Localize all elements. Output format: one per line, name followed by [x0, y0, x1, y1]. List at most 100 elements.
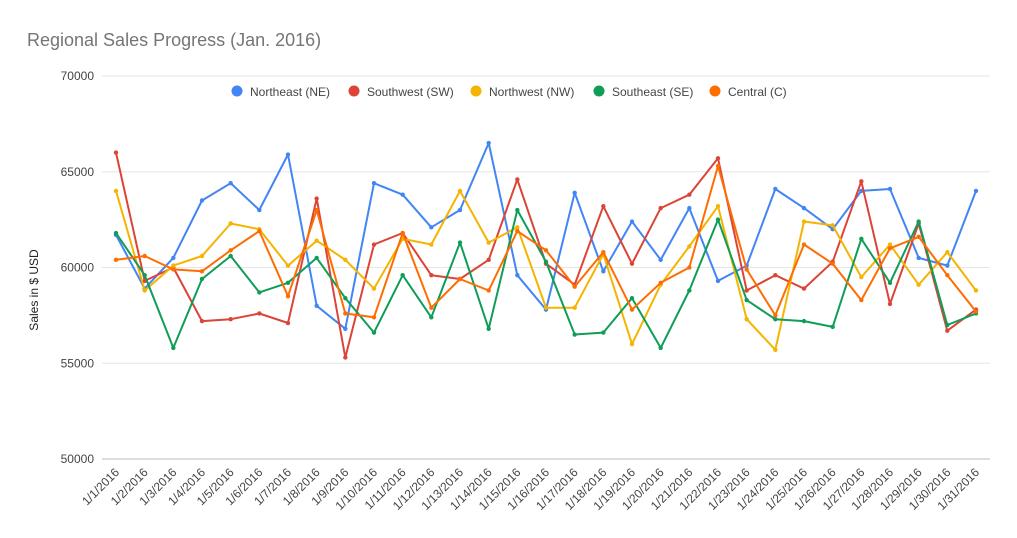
data-point[interactable]: [113, 230, 119, 236]
data-point[interactable]: [658, 345, 663, 351]
data-point[interactable]: [572, 284, 577, 289]
data-point[interactable]: [486, 240, 491, 245]
data-point[interactable]: [228, 248, 233, 253]
data-point[interactable]: [371, 242, 377, 247]
data-point[interactable]: [171, 267, 176, 272]
data-point[interactable]: [199, 318, 205, 324]
data-point[interactable]: [199, 276, 205, 282]
data-point[interactable]: [228, 253, 233, 259]
legend-item[interactable]: Southeast (SE): [593, 85, 694, 99]
data-point[interactable]: [629, 261, 635, 266]
data-point[interactable]: [371, 330, 377, 335]
data-point[interactable]: [343, 326, 348, 331]
data-point[interactable]: [314, 255, 319, 261]
data-point[interactable]: [113, 150, 119, 155]
data-point[interactable]: [687, 192, 692, 197]
data-point[interactable]: [314, 303, 319, 308]
legend-item[interactable]: Northwest (NW): [470, 85, 575, 99]
data-point[interactable]: [801, 318, 807, 324]
data-point[interactable]: [543, 259, 549, 264]
data-point[interactable]: [801, 242, 807, 247]
data-point[interactable]: [916, 282, 921, 287]
data-point[interactable]: [715, 163, 721, 169]
legend-item[interactable]: Southwest (SW): [348, 85, 454, 99]
data-point[interactable]: [543, 305, 549, 310]
data-point[interactable]: [715, 217, 721, 222]
data-point[interactable]: [658, 257, 663, 263]
data-point[interactable]: [515, 225, 520, 230]
data-point[interactable]: [572, 190, 577, 196]
data-point[interactable]: [715, 156, 721, 161]
data-point[interactable]: [916, 234, 921, 240]
data-point[interactable]: [744, 297, 749, 303]
data-point[interactable]: [113, 257, 119, 263]
data-point[interactable]: [515, 207, 520, 213]
data-point[interactable]: [515, 177, 520, 182]
data-point[interactable]: [629, 307, 635, 312]
data-point[interactable]: [257, 311, 262, 316]
data-point[interactable]: [429, 272, 434, 278]
data-point[interactable]: [515, 272, 520, 278]
data-point[interactable]: [744, 267, 749, 272]
data-point[interactable]: [515, 228, 520, 234]
data-point[interactable]: [801, 219, 807, 224]
data-point[interactable]: [715, 204, 721, 209]
data-point[interactable]: [285, 152, 291, 157]
data-point[interactable]: [457, 207, 463, 213]
data-point[interactable]: [314, 196, 319, 201]
data-point[interactable]: [400, 192, 405, 197]
data-point[interactable]: [773, 347, 778, 353]
data-point[interactable]: [687, 244, 692, 249]
data-point[interactable]: [973, 309, 979, 314]
data-point[interactable]: [801, 286, 807, 291]
data-point[interactable]: [801, 205, 807, 211]
data-point[interactable]: [916, 219, 921, 224]
data-point[interactable]: [687, 288, 692, 293]
data-point[interactable]: [601, 249, 606, 255]
data-point[interactable]: [199, 269, 205, 274]
data-point[interactable]: [228, 221, 233, 226]
data-point[interactable]: [887, 246, 893, 251]
data-point[interactable]: [343, 257, 348, 263]
data-point[interactable]: [945, 328, 950, 333]
data-point[interactable]: [572, 305, 577, 310]
data-point[interactable]: [601, 330, 606, 335]
data-point[interactable]: [973, 188, 979, 194]
data-point[interactable]: [687, 205, 692, 211]
data-point[interactable]: [429, 305, 434, 310]
data-point[interactable]: [687, 265, 692, 270]
data-point[interactable]: [142, 272, 147, 278]
data-point[interactable]: [285, 320, 291, 326]
data-point[interactable]: [199, 253, 205, 259]
data-point[interactable]: [830, 223, 835, 228]
data-point[interactable]: [285, 263, 291, 268]
data-point[interactable]: [343, 355, 348, 360]
data-point[interactable]: [543, 248, 549, 253]
data-point[interactable]: [572, 332, 577, 337]
data-point[interactable]: [916, 255, 921, 261]
data-point[interactable]: [457, 240, 463, 245]
data-point[interactable]: [945, 322, 950, 328]
data-point[interactable]: [142, 288, 147, 293]
data-point[interactable]: [314, 238, 319, 243]
data-point[interactable]: [400, 230, 405, 236]
data-point[interactable]: [945, 263, 950, 268]
data-point[interactable]: [257, 290, 262, 295]
data-point[interactable]: [486, 288, 491, 293]
data-point[interactable]: [658, 205, 663, 211]
data-point[interactable]: [343, 295, 348, 301]
data-point[interactable]: [887, 242, 893, 247]
data-point[interactable]: [486, 257, 491, 263]
data-point[interactable]: [228, 181, 233, 186]
legend-item[interactable]: Central (C): [709, 85, 787, 99]
data-point[interactable]: [371, 181, 377, 186]
data-point[interactable]: [945, 249, 950, 255]
data-point[interactable]: [859, 179, 864, 184]
data-point[interactable]: [629, 219, 635, 224]
data-point[interactable]: [171, 263, 176, 268]
data-point[interactable]: [744, 317, 749, 322]
data-point[interactable]: [228, 317, 233, 322]
data-point[interactable]: [257, 207, 262, 213]
data-point[interactable]: [629, 341, 635, 347]
data-point[interactable]: [429, 242, 434, 247]
